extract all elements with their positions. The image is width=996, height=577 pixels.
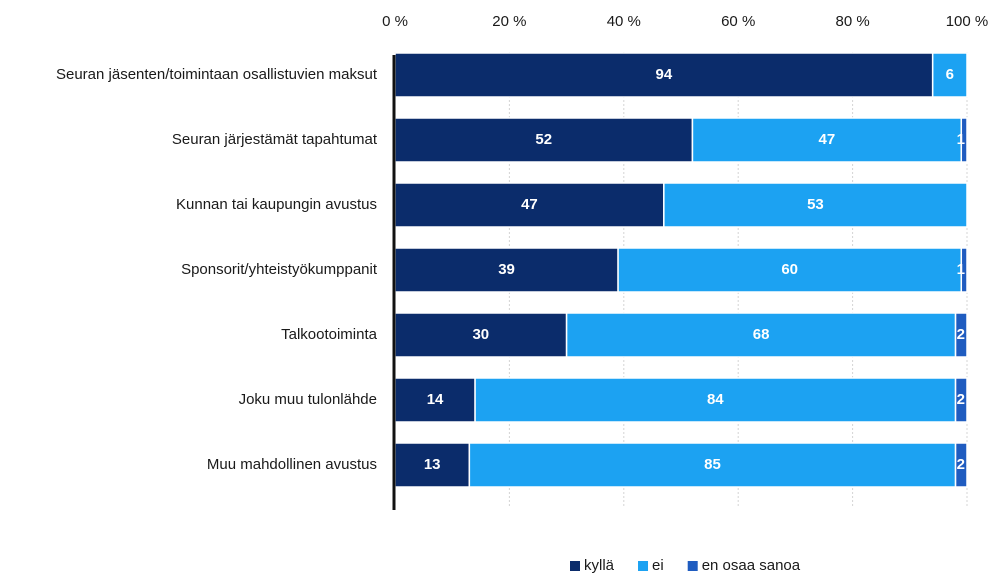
bar-segment — [954, 377, 968, 423]
bar-segment — [931, 52, 968, 98]
value-label: 13 — [424, 456, 441, 473]
value-label: 85 — [704, 456, 721, 473]
value-label: 30 — [472, 326, 489, 343]
value-label: 47 — [819, 131, 836, 148]
category-label: Seuran järjestämät tapahtumat — [172, 131, 378, 148]
bar-segment — [565, 312, 957, 358]
category-label: Seuran jäsenten/toimintaan osallistuvien… — [56, 66, 378, 83]
category-label: Joku muu tulonlähde — [239, 391, 377, 408]
category-label: Muu mahdollinen avustus — [207, 456, 377, 473]
bar-segment — [954, 442, 968, 488]
bar-segment — [663, 182, 968, 228]
legend-swatch — [570, 561, 580, 571]
category-label: Sponsorit/yhteistyökumppanit — [181, 261, 378, 278]
legend-swatch — [638, 561, 649, 571]
value-label: 60 — [781, 261, 798, 278]
x-tick-label: 100 % — [946, 13, 989, 30]
category-label: Talkootoiminta — [281, 326, 378, 343]
x-tick-label: 0 % — [382, 13, 408, 30]
legend-label: kyllä — [584, 557, 615, 574]
value-label: 53 — [807, 196, 824, 213]
value-label: 68 — [753, 326, 770, 343]
legend-label: ei — [652, 557, 664, 574]
value-label: 2 — [957, 456, 965, 473]
category-label: Kunnan tai kaupungin avustus — [176, 196, 377, 213]
value-label: 84 — [707, 391, 724, 408]
bar-segment — [474, 377, 957, 423]
value-label: 6 — [946, 66, 954, 83]
bar-segment — [960, 117, 968, 163]
bar-segment — [960, 247, 968, 293]
value-label: 47 — [521, 196, 538, 213]
value-label: 2 — [957, 391, 965, 408]
x-tick-label: 20 % — [492, 13, 526, 30]
value-label: 1 — [957, 261, 965, 278]
bar-segment — [394, 52, 934, 98]
legend-swatch — [687, 561, 698, 571]
value-label: 14 — [427, 391, 444, 408]
value-label: 94 — [655, 66, 672, 83]
value-label: 39 — [498, 261, 515, 278]
value-label: 1 — [957, 131, 965, 148]
bar-segment — [394, 182, 665, 228]
x-tick-label: 80 % — [835, 13, 869, 30]
bar-segment — [954, 312, 968, 358]
legend-label: en osaa sanoa — [702, 557, 801, 574]
bar-segment — [691, 117, 963, 163]
x-tick-label: 60 % — [721, 13, 755, 30]
bar-segment — [394, 247, 619, 293]
bar-segment — [617, 247, 963, 293]
x-tick-label: 40 % — [607, 13, 641, 30]
value-label: 2 — [957, 326, 965, 343]
value-label: 52 — [535, 131, 552, 148]
